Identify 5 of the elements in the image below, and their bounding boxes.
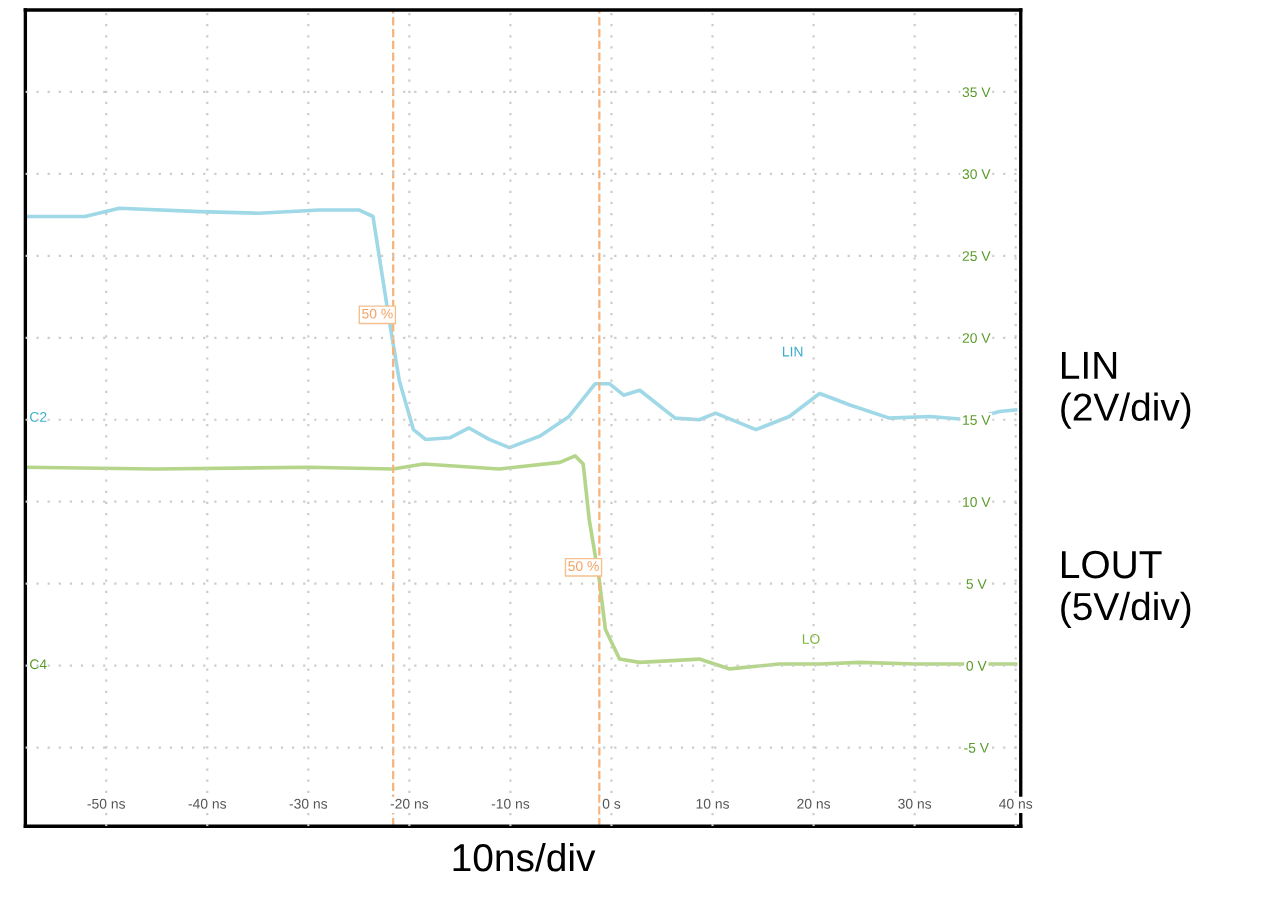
x-axis-title: 10ns/div bbox=[453, 842, 596, 872]
text: LOUT (5V/div) bbox=[1061, 550, 1191, 628]
line-series bbox=[25, 454, 1018, 671]
text: LIN (2V/div) bbox=[1061, 351, 1191, 429]
line-series bbox=[25, 206, 1018, 450]
